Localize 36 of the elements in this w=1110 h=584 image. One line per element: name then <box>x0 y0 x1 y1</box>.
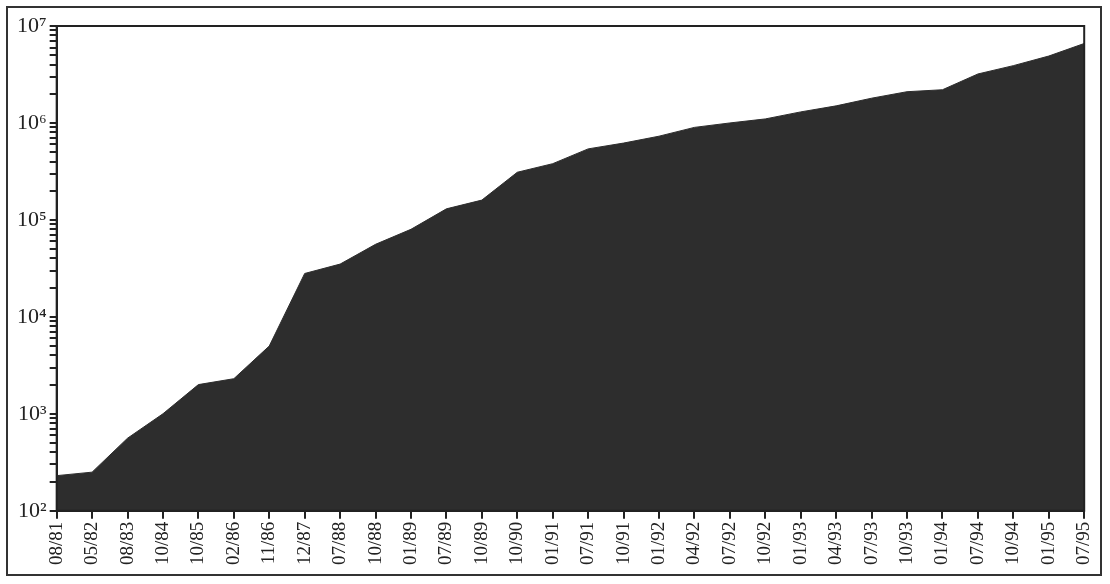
x-tick-label: 02/86 <box>221 521 243 565</box>
x-tick-label: 01/94 <box>930 521 952 565</box>
x-tick-label: 11/86 <box>257 521 279 565</box>
x-tick-label: 10/93 <box>895 521 917 565</box>
y-tick-label: 10⁵ <box>17 205 47 231</box>
x-tick-label: 10/91 <box>611 521 633 565</box>
x-tick-label: 10/85 <box>186 521 208 565</box>
x-tick-label: 05/82 <box>80 521 102 565</box>
x-tick-label: 01/93 <box>788 521 810 565</box>
x-tick-label: 01/91 <box>540 521 562 565</box>
x-tick-label: 01/92 <box>647 521 668 565</box>
x-tick-label: 10/88 <box>363 521 385 565</box>
x-tick-label: 07/92 <box>717 521 739 565</box>
x-tick-label: 04/92 <box>682 521 704 565</box>
y-tick-label: 10³ <box>18 399 48 425</box>
x-tick-label: 10/92 <box>753 521 775 565</box>
x-tick-label: 07/88 <box>328 521 350 565</box>
x-tick-label: 10/94 <box>1001 521 1023 565</box>
x-tick-label: 08/83 <box>115 521 137 565</box>
x-tick-label: 07/89 <box>434 521 456 565</box>
x-tick-label: 07/93 <box>859 521 881 565</box>
x-tick-label: 07/91 <box>576 521 598 565</box>
x-tick-label: 01/89 <box>398 521 420 565</box>
y-tick-label: 10⁴ <box>17 302 47 328</box>
y-tick-label: 10² <box>18 496 48 522</box>
x-tick-label: 10/89 <box>469 521 491 565</box>
x-tick-label: 08/81 <box>44 521 66 565</box>
x-tick-label: 10/90 <box>505 521 527 565</box>
y-tick-label: 10⁷ <box>17 11 47 37</box>
x-tick-label: 01/95 <box>1036 521 1058 565</box>
x-tick-label: 10/84 <box>150 521 172 565</box>
x-tick-label: 07/95 <box>1072 521 1094 565</box>
y-tick-label: 10⁶ <box>17 108 47 134</box>
x-tick-label: 12/87 <box>292 521 314 565</box>
x-tick-label: 04/93 <box>824 521 846 565</box>
x-tick-label: 07/94 <box>965 521 987 565</box>
